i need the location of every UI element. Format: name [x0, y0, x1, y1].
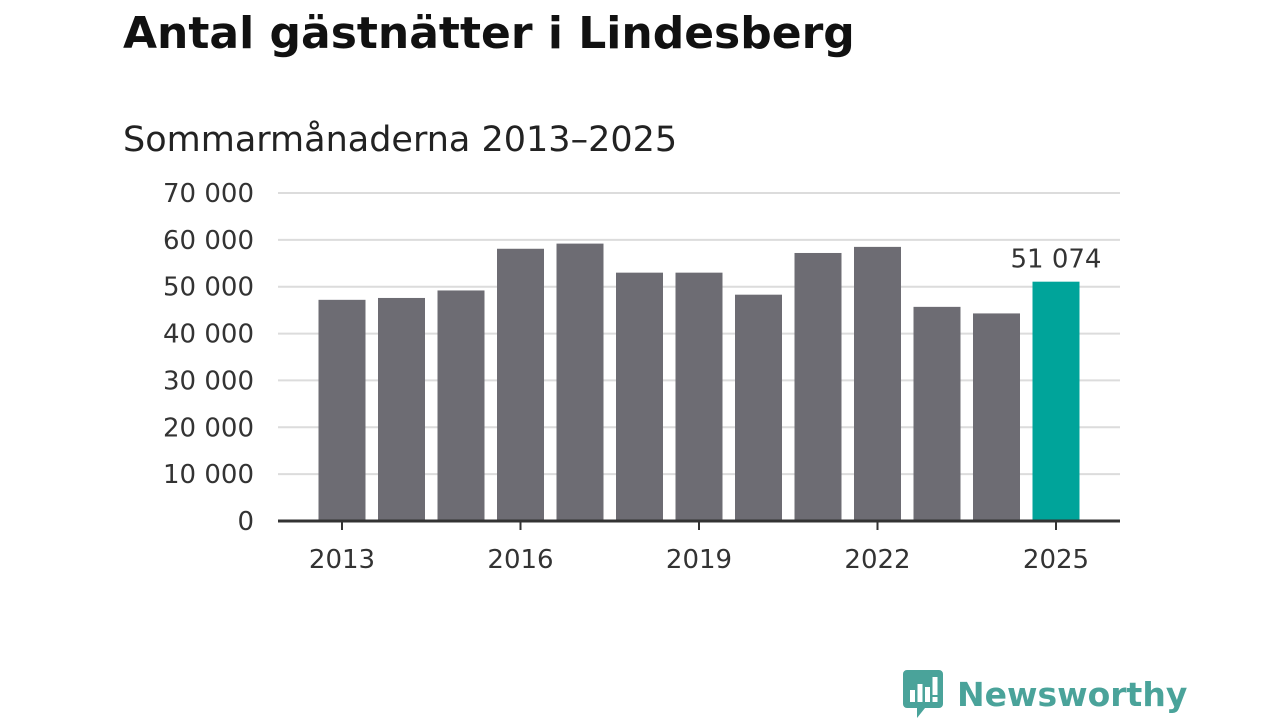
y-axis-tick-labels: 0 10 000 20 000 30 000 40 000 50 000 60 000 70 …: [163, 179, 254, 537]
chart-subtitle: Sommarmånaderna 2013–2025: [123, 120, 678, 160]
bar-2024: [973, 313, 1020, 521]
y-tick-label: 50 000: [163, 273, 254, 303]
data-label-2025: 51 074: [1011, 245, 1102, 275]
x-tick-label: 2022: [844, 545, 910, 575]
bar-2023: [913, 306, 961, 521]
bar-2016: [497, 248, 544, 521]
y-tick-label: 0: [237, 507, 254, 537]
y-tick-label: 60 000: [163, 226, 254, 256]
bar-2025: [1032, 281, 1080, 521]
y-tick-label: 20 000: [163, 413, 254, 443]
bar-2017: [556, 243, 604, 521]
x-axis: [278, 519, 1120, 530]
bar-2019: [675, 272, 723, 521]
y-tick-label: 70 000: [163, 179, 254, 209]
x-axis-tick-labels: 2013 2016 2019 2022 2025: [309, 545, 1089, 575]
bar-2021: [794, 252, 842, 521]
bar-2015: [437, 290, 485, 521]
x-tick-label: 2016: [487, 545, 553, 575]
bar-2014: [378, 297, 425, 521]
brand-logo: Newsworthy: [903, 668, 1187, 720]
y-tick-label: 30 000: [163, 366, 254, 396]
bars: [318, 243, 1080, 521]
data-labels: 51 074: [1011, 245, 1102, 275]
newsworthy-logo-icon: [903, 670, 943, 718]
y-tick-label: 40 000: [163, 320, 254, 350]
bar-chart: 0 10 000 20 000 30 000 40 000 50 000 60 000 70 …: [163, 179, 1120, 575]
x-tick-label: 2013: [309, 545, 375, 575]
bar-2022: [854, 246, 901, 521]
brand-name: Newsworthy: [957, 674, 1188, 714]
x-tick-label: 2025: [1023, 545, 1089, 575]
y-tick-label: 10 000: [163, 460, 254, 490]
x-tick-label: 2019: [666, 545, 732, 575]
chart-title: Antal gästnätter i Lindesberg: [123, 8, 855, 59]
bar-2018: [616, 272, 663, 521]
bar-2020: [735, 294, 782, 521]
bar-2013: [318, 299, 366, 521]
